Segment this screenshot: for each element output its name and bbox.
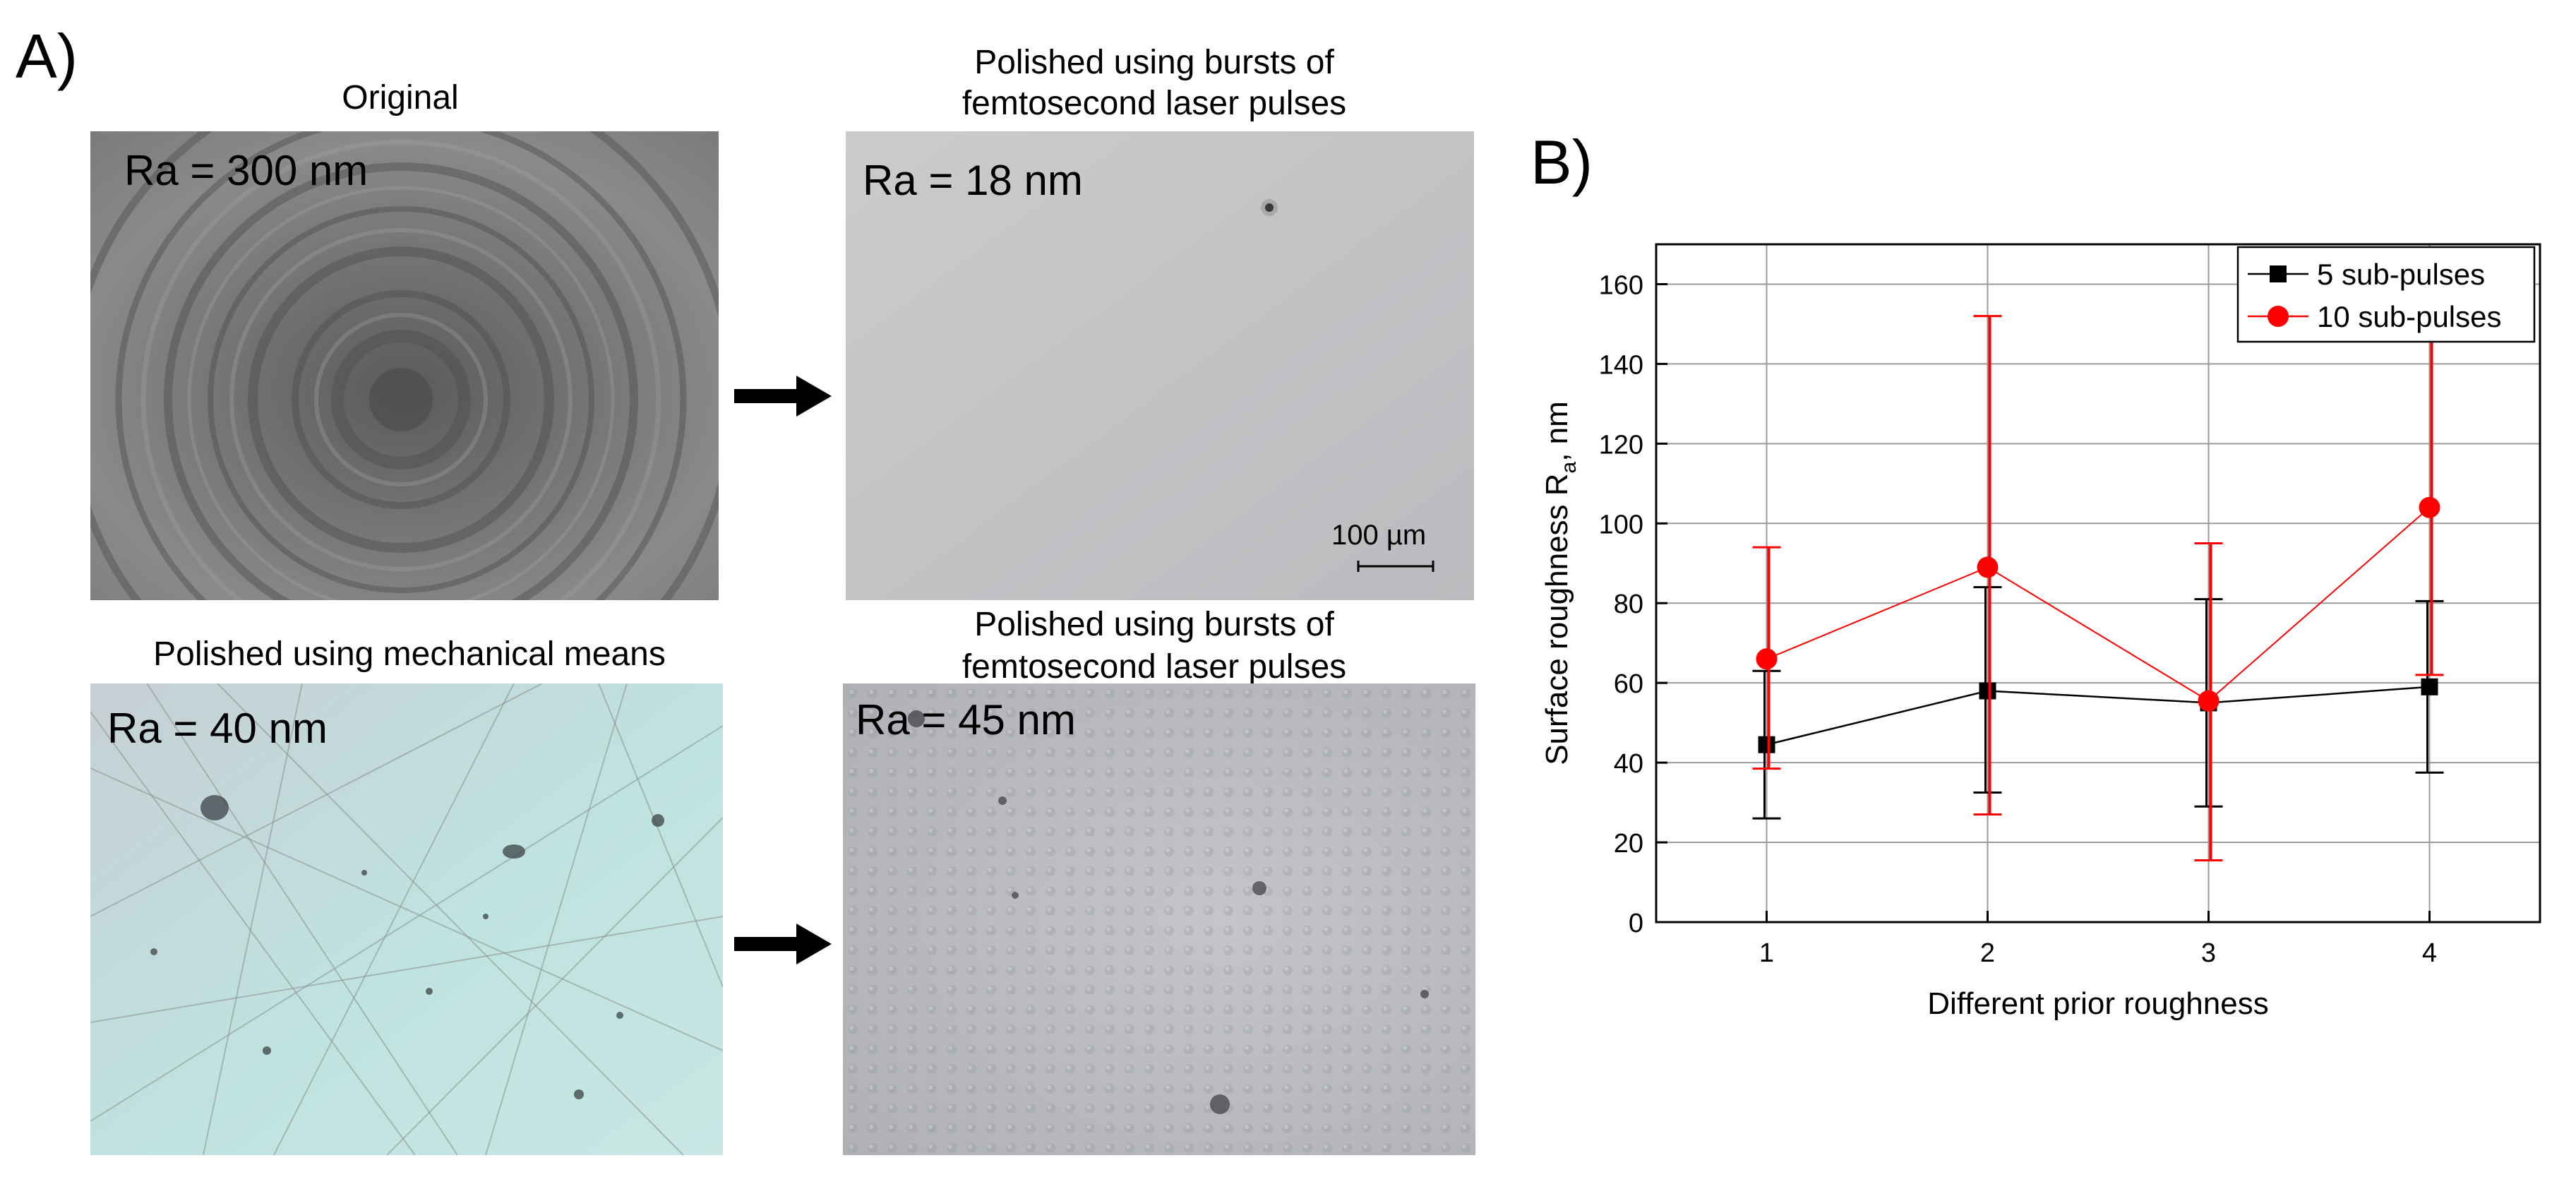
micrograph-laser-top <box>846 131 1474 600</box>
micrograph-mechanical <box>90 683 723 1155</box>
caption-laser-bottom-line1: Polished using bursts of <box>974 606 1334 643</box>
series-five-sub-pulses <box>1752 586 2444 820</box>
legend-label: 5 sub-pulses <box>2317 258 2485 291</box>
ra-original: Ra = 300 nm <box>124 147 369 194</box>
y-tick-label: 140 <box>1599 350 1643 380</box>
roughness-chart: 0 20 40 60 80 100 120 140 160 1 2 3 4 5 sub-pulses 1… <box>1540 243 2541 1021</box>
series-layer <box>1752 315 2444 861</box>
legend-marker <box>2270 265 2287 282</box>
panel-a-label: A) <box>16 21 78 91</box>
data-point <box>1756 648 1778 670</box>
series-line <box>1766 506 2431 702</box>
y-tick-label: 20 <box>1614 829 1643 859</box>
y-tick-label: 120 <box>1599 430 1643 460</box>
gridlines <box>1656 244 2540 923</box>
caption-laser-top-line2: femtosecond laser pulses <box>961 85 1347 122</box>
y-tick-label: 100 <box>1599 510 1643 539</box>
y-tick-label: 0 <box>1629 909 1643 938</box>
y-tick-label: 80 <box>1614 590 1643 619</box>
micrograph-laser-bottom <box>843 683 1475 1155</box>
arrow-right-icon <box>734 924 832 964</box>
series-ten-sub-pulses <box>1752 315 2444 861</box>
legend-marker <box>2268 306 2289 327</box>
plot-frame <box>1655 243 2541 924</box>
ra-laser-bottom: Ra = 45 nm <box>856 696 1076 743</box>
data-point <box>1979 682 1996 700</box>
ra-mechanical: Ra = 40 nm <box>107 705 328 752</box>
y-axis-label-main: Surface roughness R <box>1540 473 1574 765</box>
caption-laser-bottom-line2: femtosecond laser pulses <box>961 648 1347 686</box>
legend-box <box>2236 246 2536 343</box>
y-axis-label: Surface roughness Ra, nm <box>1540 401 1581 765</box>
series-line <box>1766 686 2430 746</box>
y-tick-label: 40 <box>1614 749 1643 779</box>
micrograph-original <box>90 131 719 600</box>
y-tick-label: 160 <box>1599 270 1643 300</box>
x-axis-ticks: 1 2 3 4 <box>1759 911 2437 968</box>
data-point <box>2198 690 2219 712</box>
y-tick-label: 60 <box>1614 669 1643 699</box>
x-tick-label: 3 <box>2201 938 2216 968</box>
caption-laser-top-line1: Polished using bursts of <box>974 44 1334 81</box>
x-tick-label: 1 <box>1759 938 1774 968</box>
y-axis-label-unit: , nm <box>1540 401 1574 462</box>
ra-laser-top: Ra = 18 nm <box>863 157 1083 204</box>
data-point <box>1758 736 1775 753</box>
caption-original: Original <box>342 79 459 116</box>
data-point <box>2421 678 2438 695</box>
y-axis-ticks: 0 20 40 60 80 100 120 140 160 <box>1599 270 1667 938</box>
x-tick-label: 4 <box>2422 938 2437 968</box>
panel-b-label: B) <box>1530 127 1593 197</box>
x-tick-label: 2 <box>1980 938 1995 968</box>
arrow-right-icon <box>734 376 832 417</box>
scale-bar-label: 100 µm <box>1331 520 1427 551</box>
data-point <box>2419 496 2440 518</box>
x-axis-label: Different prior roughness <box>1927 986 2268 1021</box>
legend-label: 10 sub-pulses <box>2317 300 2502 333</box>
data-point <box>1977 556 1999 578</box>
y-axis-label-sub: a <box>1557 461 1581 473</box>
caption-mechanical: Polished using mechanical means <box>153 635 666 673</box>
legend: 5 sub-pulses 10 sub-pulses <box>2236 246 2536 343</box>
scale-bar <box>1357 561 1434 572</box>
